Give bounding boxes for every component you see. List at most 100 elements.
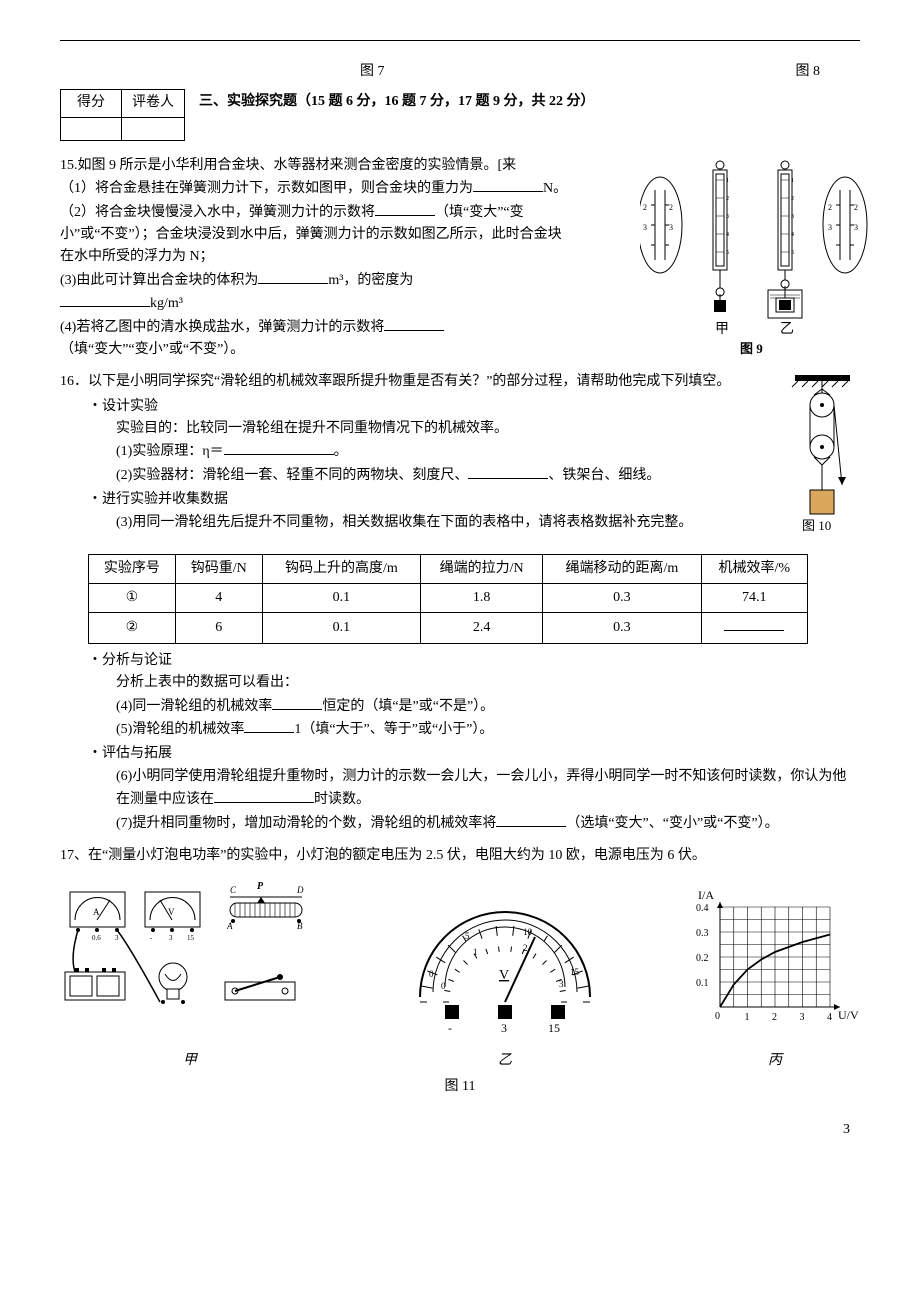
score-section-row: 得分 评卷人 三、实验探究题（15 题 6 分，16 题 7 分，17 题 9 … <box>60 89 860 140</box>
q16-data-table: 实验序号 钩码重/N 钩码上升的高度/m 绳端的拉力/N 绳端移动的距离/m 机… <box>88 554 808 644</box>
fig9-yi-label: 乙 <box>780 321 794 337</box>
svg-text:0.2: 0.2 <box>696 953 709 964</box>
q16-lead: 16．以下是小明同学探究“滑轮组的机械效率跟所提升物重是否有关？”的部分过程，请… <box>60 371 860 393</box>
top-figure-labels: 图 7 图 8 <box>60 61 860 83</box>
svg-text:图 10: 图 10 <box>802 518 831 533</box>
svg-text:2: 2 <box>523 943 528 953</box>
svg-text:4: 4 <box>791 232 794 238</box>
svg-text:4: 4 <box>726 232 729 238</box>
question-15: 23 23 23 23 <box>60 155 860 362</box>
fig7-label: 图 7 <box>360 61 385 83</box>
svg-text:P: P <box>257 881 264 892</box>
q16-run-head: ・进行实验并收集数据 <box>60 489 860 511</box>
fig11-yi-caption: 乙 <box>405 1050 605 1072</box>
td-weight: 6 <box>175 613 262 643</box>
score-cell[interactable] <box>61 117 122 140</box>
svg-text:3: 3 <box>115 934 119 942</box>
svg-text:2: 2 <box>772 1012 777 1023</box>
svg-text:2: 2 <box>643 203 647 212</box>
q16-blank-cmp[interactable] <box>244 718 294 733</box>
svg-text:0.4: 0.4 <box>696 903 709 914</box>
fig9-label: 图 9 <box>740 341 763 355</box>
svg-text:0.6: 0.6 <box>92 934 101 942</box>
q15-blank-density[interactable] <box>60 292 150 307</box>
chart-ylabel: I/A <box>698 888 714 902</box>
svg-text:-: - <box>448 1021 452 1035</box>
svg-text:3: 3 <box>791 214 794 220</box>
figure-11-yi: V - 3 15 051015 0123 乙 <box>405 897 605 1072</box>
fig11-jia-caption: 甲 <box>60 1050 320 1072</box>
svg-text:0.3: 0.3 <box>696 928 709 939</box>
svg-text:3: 3 <box>726 214 729 220</box>
fig11-bing-caption: 丙 <box>690 1050 860 1072</box>
svg-text:4: 4 <box>827 1012 832 1023</box>
svg-text:C: C <box>230 885 237 895</box>
table-row: ① 4 0.1 1.8 0.3 74.1 <box>89 584 808 613</box>
svg-text:3: 3 <box>669 223 673 232</box>
svg-text:0: 0 <box>441 981 446 991</box>
score-table: 得分 评卷人 <box>60 89 185 140</box>
voltmeter-range-15: 15 <box>548 1021 560 1035</box>
svg-text:3: 3 <box>854 223 858 232</box>
fig11-label: 图 11 <box>60 1076 860 1098</box>
td-seq: ① <box>89 584 176 613</box>
svg-text:0: 0 <box>429 969 434 979</box>
th-force: 绳端的拉力/N <box>421 554 543 583</box>
q15-blank-salt[interactable] <box>384 316 444 331</box>
q16-blank-tool[interactable] <box>468 464 548 479</box>
svg-text:0.1: 0.1 <box>696 978 709 989</box>
q16-analyze-lead: 分析上表中的数据可以看出： <box>60 672 860 694</box>
chart-xlabel: U/V <box>838 1008 859 1022</box>
reviewer-header: 评卷人 <box>122 90 185 117</box>
td-eff-blank[interactable] <box>701 613 807 643</box>
svg-text:2: 2 <box>791 196 794 202</box>
table-header-row: 实验序号 钩码重/N 钩码上升的高度/m 绳端的拉力/N 绳端移动的距离/m 机… <box>89 554 808 583</box>
svg-text:D: D <box>296 885 304 895</box>
q16-blank-const[interactable] <box>272 695 322 710</box>
q17-figures: A - 0.6 3 V - 3 15 C P D <box>60 877 860 1072</box>
td-force: 2.4 <box>421 613 543 643</box>
svg-text:A: A <box>93 907 100 917</box>
fig8-label: 图 8 <box>796 61 821 83</box>
q15-blank-trend[interactable] <box>375 201 435 216</box>
q15-blank-volume[interactable] <box>258 269 328 284</box>
svg-text:1: 1 <box>745 1012 750 1023</box>
q16-aim: 实验目的：比较同一滑轮组在提升不同重物情况下的机械效率。 <box>60 418 860 440</box>
figure-10: 图 10 <box>790 375 860 553</box>
q16-part7: (7)提升相同重物时，增加动滑轮的个数，滑轮组的机械效率将（选填“变大”、“变小… <box>60 812 860 835</box>
q15-blank-weight[interactable] <box>473 177 543 192</box>
svg-text:3: 3 <box>643 223 647 232</box>
q16-analyze-head: ・分析与论证 <box>60 650 860 672</box>
svg-text:3: 3 <box>559 979 564 989</box>
td-height: 0.1 <box>262 613 420 643</box>
q15-lead: 15.如图 9 所示是小华利用合金块、水等器材来测合金密度的实验情景。[来 <box>60 155 570 177</box>
svg-text:-: - <box>150 934 153 942</box>
svg-text:1: 1 <box>473 947 478 957</box>
reviewer-cell[interactable] <box>122 117 185 140</box>
table-row: ② 6 0.1 2.4 0.3 <box>89 613 808 643</box>
q16-blank-eta[interactable] <box>224 440 334 455</box>
svg-text:1: 1 <box>726 178 729 184</box>
svg-text:2: 2 <box>669 203 673 212</box>
q15-part4: (4)若将乙图中的清水换成盐水，弹簧测力计的示数将 （填“变大”“变小”或“不变… <box>60 316 570 362</box>
svg-text:0: 0 <box>715 1011 720 1022</box>
td-weight: 4 <box>175 584 262 613</box>
fig9-jia-label: 甲 <box>715 322 729 337</box>
q16-blank-when[interactable] <box>214 788 314 803</box>
voltmeter-unit: V <box>499 968 509 983</box>
q16-design-head: ・设计实验 <box>60 396 860 418</box>
figure-11-jia: A -0.63 V -315 C P D <box>60 877 320 1072</box>
q16-part5: (5)滑轮组的机械效率1（填“大于”、等于”或“小于”）。 <box>60 718 860 741</box>
figure-9: 23 23 23 23 <box>640 155 870 363</box>
q16-part6: (6)小明同学使用滑轮组提升重物时，测力计的示数一会儿大，一会儿小，弄得小明同学… <box>60 766 860 812</box>
question-16: 图 10 16．以下是小明同学探究“滑轮组的机械效率跟所提升物重是否有关？”的部… <box>60 371 860 835</box>
th-seq: 实验序号 <box>89 554 176 583</box>
th-eff: 机械效率/% <box>701 554 807 583</box>
q16-part4: (4)同一滑轮组的机械效率恒定的（填“是”或“不是”）。 <box>60 695 860 718</box>
q16-eval-head: ・评估与拓展 <box>60 743 860 765</box>
q16-blank-more[interactable] <box>496 812 566 827</box>
svg-text:V: V <box>168 907 175 917</box>
svg-text:3: 3 <box>828 223 832 232</box>
svg-text:3: 3 <box>800 1012 805 1023</box>
svg-text:15: 15 <box>570 967 580 977</box>
